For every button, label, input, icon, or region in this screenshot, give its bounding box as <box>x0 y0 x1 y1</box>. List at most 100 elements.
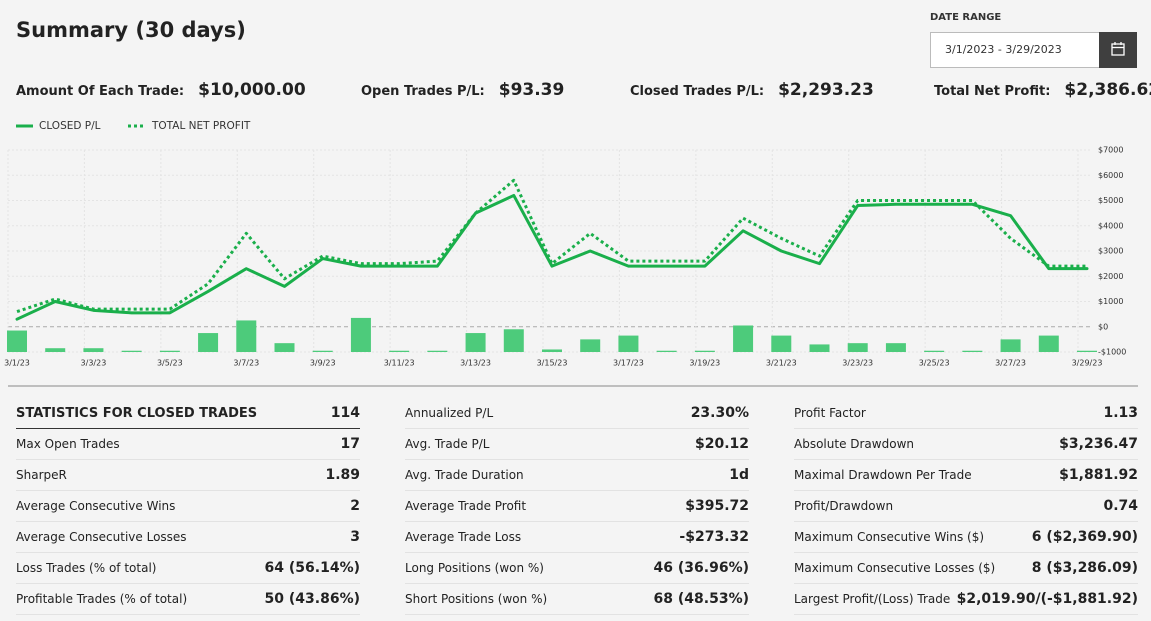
line <box>16 178 1087 314</box>
stat-label: Loss Trades (% of total) <box>16 561 157 575</box>
stat-label: Largest Profit/(Loss) Trade <box>794 592 951 606</box>
stats-row: Average Consecutive Losses 3 <box>16 522 360 553</box>
summary-label: Open Trades P/L: <box>361 84 485 99</box>
bar <box>503 329 524 352</box>
stats-row: Annualized P/L 23.30% <box>405 398 749 429</box>
summary-item: Total Net Profit: $2,386.62 <box>934 80 1151 100</box>
x-tick-label: 3/27/23 <box>995 359 1026 368</box>
stat-label: Profitable Trades (% of total) <box>16 592 188 606</box>
y-tick-label: $2000 <box>1098 272 1123 281</box>
stat-value: 17 <box>340 436 360 452</box>
stats-row: Average Consecutive Wins 2 <box>16 491 360 522</box>
x-tick-label: 3/11/23 <box>384 359 415 368</box>
bar <box>1038 335 1059 352</box>
stat-label: Avg. Trade P/L <box>405 437 490 451</box>
stats-header: STATISTICS FOR CLOSED TRADES 114 <box>16 398 360 429</box>
y-tick-label: $0 <box>1098 322 1108 331</box>
y-tick-label: $5000 <box>1098 196 1123 205</box>
stat-value: 8 ($3,286.09) <box>1031 560 1138 576</box>
stats-row: Profit Factor 1.13 <box>794 398 1138 429</box>
stat-label: Average Trade Profit <box>405 499 527 513</box>
bar <box>771 335 792 352</box>
bar <box>236 320 257 352</box>
legend-label: TOTAL NET PROFIT <box>151 120 251 132</box>
bar <box>1077 350 1097 352</box>
calendar-button[interactable] <box>1099 32 1137 68</box>
x-tick-label: 3/3/23 <box>81 359 107 368</box>
x-tick-label: 3/17/23 <box>613 359 644 368</box>
stat-label: Avg. Trade Duration <box>405 468 524 482</box>
stats-row: Maximum Consecutive Losses ($) 8 ($3,286.… <box>794 553 1138 584</box>
stats-row: Profit/Drawdown 0.74 <box>794 491 1138 522</box>
bar <box>924 350 945 352</box>
stat-label: Average Consecutive Losses <box>16 530 187 544</box>
bar <box>159 350 180 352</box>
stats-row: SharpeR 1.89 <box>16 460 360 491</box>
stat-value: $20.12 <box>694 436 749 452</box>
y-tick-label: -$1000 <box>1098 348 1126 357</box>
stat-value: 23.30% <box>690 405 749 421</box>
bar <box>7 330 27 352</box>
date-range-label: DATE RANGE <box>930 12 1002 23</box>
bar <box>580 339 601 352</box>
stats-row: Average Trade Profit $395.72 <box>405 491 749 522</box>
bar <box>121 350 142 352</box>
summary-value: $2,386.62 <box>1064 80 1151 100</box>
bar <box>542 349 562 352</box>
stat-value: 64 (56.14%) <box>264 560 360 576</box>
summary-value: $10,000.00 <box>198 80 306 100</box>
x-tick-label: 3/1/23 <box>4 359 30 368</box>
stat-value: -$273.32 <box>679 529 749 545</box>
stat-label: Average Consecutive Wins <box>16 499 176 513</box>
stat-value: 2 <box>350 498 360 514</box>
stat-value: 1d <box>729 467 749 483</box>
bar <box>274 343 295 352</box>
calendar-icon <box>1111 42 1125 56</box>
stat-label: Short Positions (won %) <box>405 592 548 606</box>
x-tick-label: 3/5/23 <box>157 359 183 368</box>
stats-row: Average Trade Loss -$273.32 <box>405 522 749 553</box>
x-tick-label: 3/25/23 <box>919 359 950 368</box>
stats-row: Short Positions (won %) 68 (48.53%) <box>405 584 749 615</box>
stat-label: Maximum Consecutive Wins ($) <box>794 530 985 544</box>
stats-row: Maximum Consecutive Wins ($) 6 ($2,369.90… <box>794 522 1138 553</box>
stat-value: 6 ($2,369.90) <box>1031 529 1138 545</box>
stat-label: Maximum Consecutive Losses ($) <box>794 561 996 575</box>
summary-item: Closed Trades P/L: $2,293.23 <box>630 80 874 100</box>
bar <box>809 344 830 352</box>
summary-item: Amount Of Each Trade: $10,000.00 <box>16 80 306 100</box>
stat-value: $395.72 <box>685 498 749 514</box>
bar <box>694 350 715 352</box>
stat-label: STATISTICS FOR CLOSED TRADES <box>16 405 258 421</box>
bar <box>465 333 486 352</box>
stats-row: Avg. Trade P/L $20.12 <box>405 429 749 460</box>
stat-value: $2,019.90/(-$1,881.92) <box>956 591 1138 607</box>
summary-value: $2,293.23 <box>778 80 874 100</box>
y-tick-label: $4000 <box>1098 221 1123 230</box>
stat-label: Profit Factor <box>794 406 866 420</box>
date-range-input[interactable]: 3/1/2023 - 3/29/2023 <box>930 32 1137 68</box>
x-tick-label: 3/23/23 <box>842 359 873 368</box>
bar <box>427 350 448 352</box>
page-title: Summary (30 days) <box>16 18 246 42</box>
line <box>15 193 1089 321</box>
bar <box>198 333 219 352</box>
stat-label: SharpeR <box>16 468 67 482</box>
stats-row: Loss Trades (% of total) 64 (56.14%) <box>16 553 360 584</box>
stats-row: Avg. Trade Duration 1d <box>405 460 749 491</box>
summary-item: Open Trades P/L: $93.39 <box>361 80 564 100</box>
stat-value: 3 <box>350 529 360 545</box>
bar <box>389 350 410 352</box>
stats-row: Long Positions (won %) 46 (36.96%) <box>405 553 749 584</box>
stats-row: Profitable Trades (% of total) 50 (43.86%… <box>16 584 360 615</box>
stat-label: Profit/Drawdown <box>794 499 894 513</box>
stat-value: 1.89 <box>325 467 360 483</box>
bar <box>847 343 868 352</box>
stat-value: 114 <box>330 405 360 421</box>
summary-label: Closed Trades P/L: <box>630 84 765 99</box>
summary-label: Total Net Profit: <box>934 84 1051 99</box>
y-tick-label: $6000 <box>1098 171 1123 180</box>
bar <box>733 325 754 352</box>
bar <box>83 348 104 352</box>
date-range-value: 3/1/2023 - 3/29/2023 <box>945 43 1062 56</box>
